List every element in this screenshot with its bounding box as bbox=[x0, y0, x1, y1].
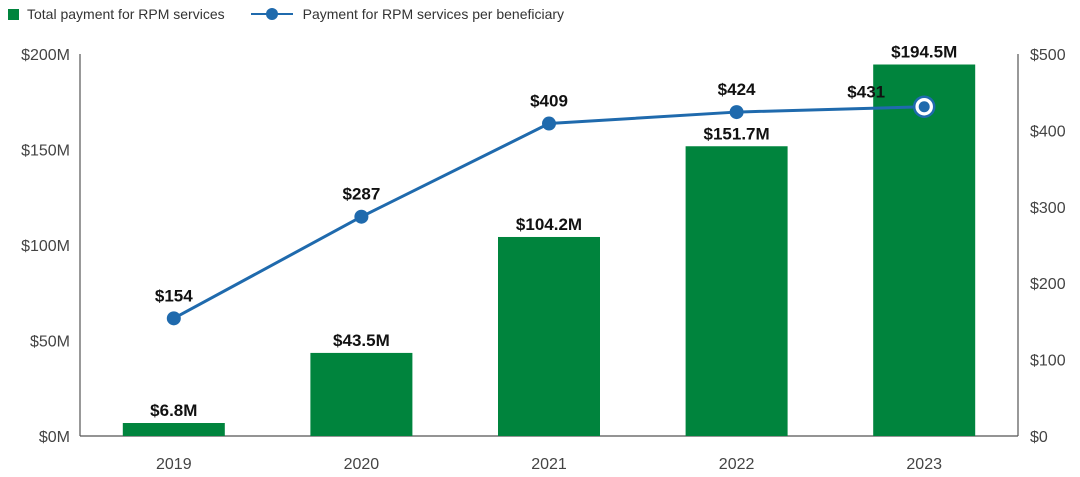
line-point bbox=[542, 116, 556, 131]
y-right-tick-label: $200 bbox=[1030, 276, 1066, 293]
line-point bbox=[166, 311, 181, 326]
x-tick-label: 2022 bbox=[719, 456, 755, 473]
x-tick-label: 2023 bbox=[906, 456, 942, 473]
legend-item-bar: Total payment for RPM services bbox=[8, 6, 225, 22]
y-left-tick-label: $150M bbox=[21, 143, 70, 160]
legend-bar-swatch bbox=[8, 8, 19, 20]
line-value-label: $424 bbox=[718, 80, 756, 99]
y-right-tick-label: $100 bbox=[1030, 353, 1066, 370]
line-value-label: $431 bbox=[847, 83, 885, 102]
x-tick-label: 2021 bbox=[531, 456, 567, 473]
legend-line-label: Payment for RPM services per beneficiary bbox=[302, 6, 565, 22]
bar bbox=[498, 236, 600, 436]
legend: Total payment for RPM services Payment f… bbox=[8, 4, 590, 24]
bar bbox=[310, 352, 413, 436]
bar-value-label: $43.5M bbox=[333, 331, 390, 350]
y-right-tick-label: $500 bbox=[1030, 47, 1066, 64]
bar bbox=[685, 146, 788, 437]
y-left-tick-label: $50M bbox=[30, 334, 70, 351]
line-value-label: $154 bbox=[155, 286, 193, 305]
line-point bbox=[354, 209, 369, 224]
legend-bar-label: Total payment for RPM services bbox=[27, 6, 225, 22]
line-value-label: $409 bbox=[530, 92, 568, 111]
bar-value-label: $194.5M bbox=[891, 43, 957, 62]
y-left-tick-label: $0M bbox=[39, 429, 70, 446]
y-left-tick-label: $100M bbox=[21, 238, 70, 255]
y-right-tick-label: $400 bbox=[1030, 123, 1066, 140]
x-tick-label: 2019 bbox=[156, 456, 192, 473]
y-left-tick-label: $200M bbox=[21, 47, 70, 64]
bar-value-label: $151.7M bbox=[704, 124, 770, 143]
line-value-label: $287 bbox=[342, 185, 380, 204]
bar bbox=[122, 423, 225, 436]
line-point bbox=[729, 105, 744, 120]
bar-value-label: $104.2M bbox=[516, 215, 582, 234]
y-right-tick-label: $0 bbox=[1030, 429, 1048, 446]
line-point bbox=[918, 101, 930, 113]
x-tick-label: 2020 bbox=[344, 456, 380, 473]
legend-item-line: Payment for RPM services per beneficiary bbox=[250, 6, 565, 22]
bar-value-label: $6.8M bbox=[150, 401, 197, 420]
legend-line-swatch bbox=[250, 8, 293, 20]
y-right-tick-label: $300 bbox=[1030, 200, 1066, 217]
bar bbox=[873, 64, 976, 436]
